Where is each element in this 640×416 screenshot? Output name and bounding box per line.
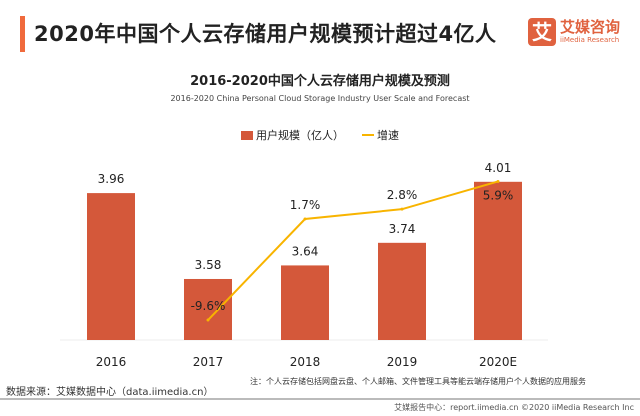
bar-2020E [474, 181, 522, 340]
growth-label: -9.6% [191, 299, 226, 313]
growth-point [206, 318, 210, 322]
x-tick-label: 2017 [193, 355, 224, 369]
x-tick-label: 2018 [290, 355, 321, 369]
legend-line-swatch [362, 134, 374, 136]
bar-2017 [184, 278, 232, 340]
bar-label: 3.64 [292, 244, 319, 258]
logo-en: iiMedia Research [560, 36, 620, 44]
legend-line-label: 增速 [377, 129, 399, 142]
legend-bar-label: 用户规模（亿人） [256, 129, 344, 142]
growth-label: 2.8% [387, 188, 418, 202]
bar-2019 [378, 242, 426, 340]
x-tick-label: 2016 [96, 355, 127, 369]
data-source: 数据来源：艾媒数据中心（data.iimedia.cn） [6, 387, 214, 398]
growth-point [496, 179, 500, 183]
growth-point [400, 207, 404, 211]
logo-cn: 艾媒咨询 [560, 18, 621, 36]
bar-label: 3.96 [98, 172, 125, 186]
copyright: 艾媒报告中心：report.iimedia.cn ©2020 iiMedia R… [394, 403, 634, 412]
x-tick-label: 2019 [387, 355, 418, 369]
page-title: 2020年中国个人云存储用户规模预计超过4亿人 [34, 22, 497, 46]
growth-line [207, 180, 499, 321]
legend: 用户规模（亿人） 增速 [0, 127, 640, 143]
bar-label: 3.58 [195, 258, 222, 272]
bar-label: 3.74 [389, 222, 416, 236]
bar-label: 4.01 [485, 161, 512, 175]
footnote: 注：个人云存储包括网盘云盘、个人邮箱、文件管理工具等能云端存储用户个人数据的应用… [250, 377, 586, 386]
legend-bar-swatch [241, 130, 253, 140]
growth-label: 5.9% [483, 188, 514, 202]
bar-2016 [87, 193, 135, 340]
bar-2018 [281, 265, 329, 340]
growth-point [303, 217, 307, 221]
title-accent-bar [20, 16, 25, 52]
footer-divider [0, 398, 640, 400]
logo-mark: 艾 [528, 18, 556, 46]
chart-subtitle: 2016-2020 China Personal Cloud Storage I… [170, 94, 470, 103]
chart-title: 2016-2020中国个人云存储用户规模及预测 [190, 74, 450, 89]
x-tick-label: 2020E [479, 355, 517, 369]
iimedia-logo: 艾 艾媒咨询 iiMedia Research [528, 18, 620, 46]
growth-label: 1.7% [290, 198, 321, 212]
